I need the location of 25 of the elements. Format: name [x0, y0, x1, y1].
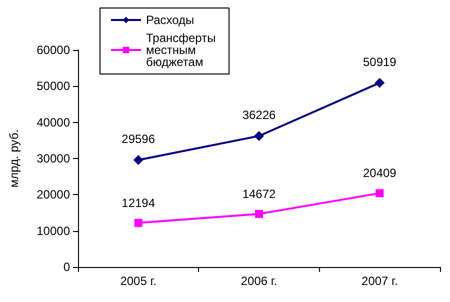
y-tick-label: 0 [63, 260, 70, 274]
y-tick-label: 10000 [36, 224, 70, 238]
y-tick-label: 30000 [36, 152, 70, 166]
data-label: 12194 [122, 196, 156, 210]
x-tick-label: 2005 г. [120, 274, 156, 288]
data-label: 50919 [362, 54, 397, 69]
y-tick-label: 50000 [36, 79, 70, 94]
y-tick-label: 60000 [36, 43, 70, 57]
point [255, 210, 263, 218]
data-label: 29596 [122, 132, 156, 146]
data-label: 36226 [242, 108, 276, 122]
y-axis-title: млрд. руб. [7, 129, 21, 188]
point [133, 154, 144, 165]
x-tick-label: 2006 г. [240, 274, 278, 288]
legend-label: Трансферты местным бюджетам [146, 31, 220, 69]
data-label: 14672 [242, 186, 276, 201]
legend-label: Расходы [146, 13, 194, 27]
x-tick-label: 2007 г. [362, 274, 398, 288]
y-tick-label: 40000 [36, 115, 70, 130]
y-tick-label: 20000 [36, 188, 70, 202]
point [254, 130, 264, 141]
point [374, 78, 385, 88]
data-label: 20409 [362, 166, 397, 180]
point [376, 189, 384, 198]
point [134, 218, 142, 227]
